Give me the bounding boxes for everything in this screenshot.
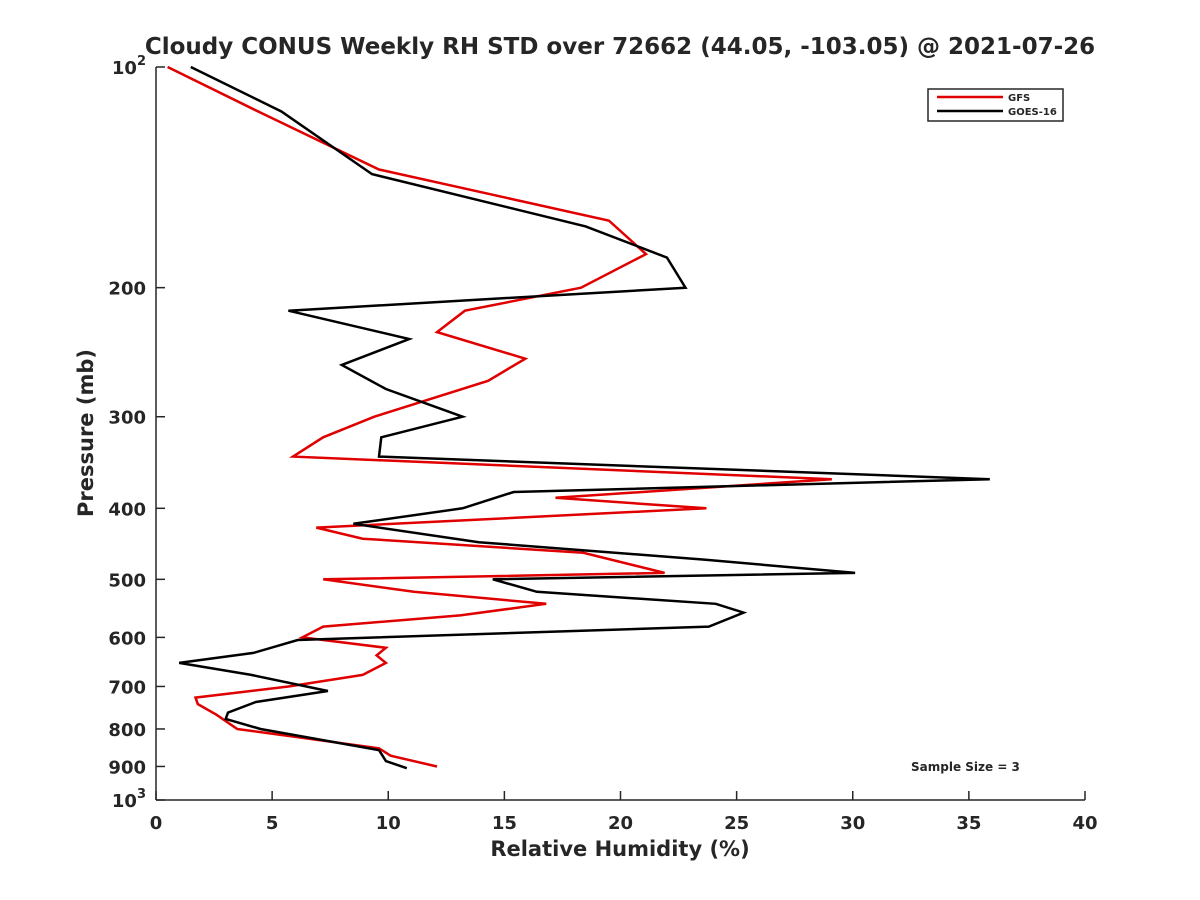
- x-tick-label: 5: [266, 813, 279, 834]
- x-tick-label: 20: [608, 813, 633, 834]
- legend-label-gfs: GFS: [1008, 93, 1030, 104]
- x-tick-label: 10: [376, 813, 401, 834]
- legend-label-goes16: GOES-16: [1008, 107, 1057, 118]
- y-tick-label: 600: [108, 628, 146, 649]
- y-tick-label: 900: [108, 757, 146, 778]
- series-line-gfs: [167, 65, 832, 768]
- y-tick-label: 103: [112, 787, 146, 812]
- y-tick-label: 800: [108, 720, 146, 741]
- legend-box: [927, 88, 1064, 122]
- plot-area: [156, 67, 1085, 800]
- x-tick-label: 25: [724, 813, 749, 834]
- y-tick-label: 102: [112, 54, 146, 79]
- y-tick-label: 300: [108, 408, 146, 429]
- y-tick-label: 200: [108, 279, 146, 300]
- series-layer: [167, 65, 990, 770]
- y-tick-label: 400: [108, 499, 146, 520]
- y-axis-label: Pressure (mb): [74, 349, 98, 517]
- series-line-goes16: [178, 65, 990, 770]
- y-ticks: 102 200 300 400 500 600 700 800 900 103: [108, 54, 165, 812]
- x-ticks: 0 5 10 15 20 25 30 35 40: [150, 791, 1098, 834]
- x-tick-label: 40: [1072, 813, 1097, 834]
- x-tick-label: 15: [492, 813, 517, 834]
- x-tick-label: 30: [840, 813, 865, 834]
- y-tick-label: 700: [108, 677, 146, 698]
- y-tick-label: 500: [108, 570, 146, 591]
- x-axis-label: Relative Humidity (%): [490, 837, 749, 861]
- chart-title: Cloudy CONUS Weekly RH STD over 72662 (4…: [145, 34, 1095, 60]
- legend: GFS GOES-16: [927, 88, 1064, 122]
- x-tick-label: 0: [150, 813, 163, 834]
- x-tick-label: 35: [956, 813, 981, 834]
- sample-size-annotation: Sample Size = 3: [911, 760, 1020, 774]
